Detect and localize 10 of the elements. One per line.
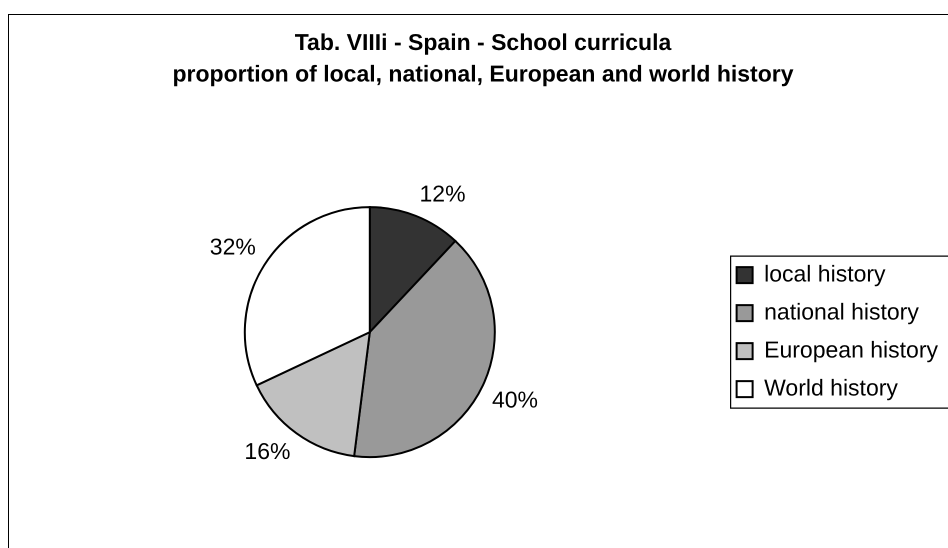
legend-label: World history [764, 374, 898, 400]
chart-title: Tab. VIIIi - Spain - School curricula [294, 29, 672, 56]
data-label: 32% [210, 234, 256, 260]
legend-label: European history [764, 336, 938, 362]
data-label: 40% [492, 386, 538, 412]
legend-label: national history [764, 298, 920, 324]
data-label: 16% [244, 438, 290, 464]
chart-subtitle: proportion of local, national, European and world history [172, 60, 794, 87]
data-label: 12% [420, 180, 466, 206]
legend-label: local history [764, 260, 886, 286]
